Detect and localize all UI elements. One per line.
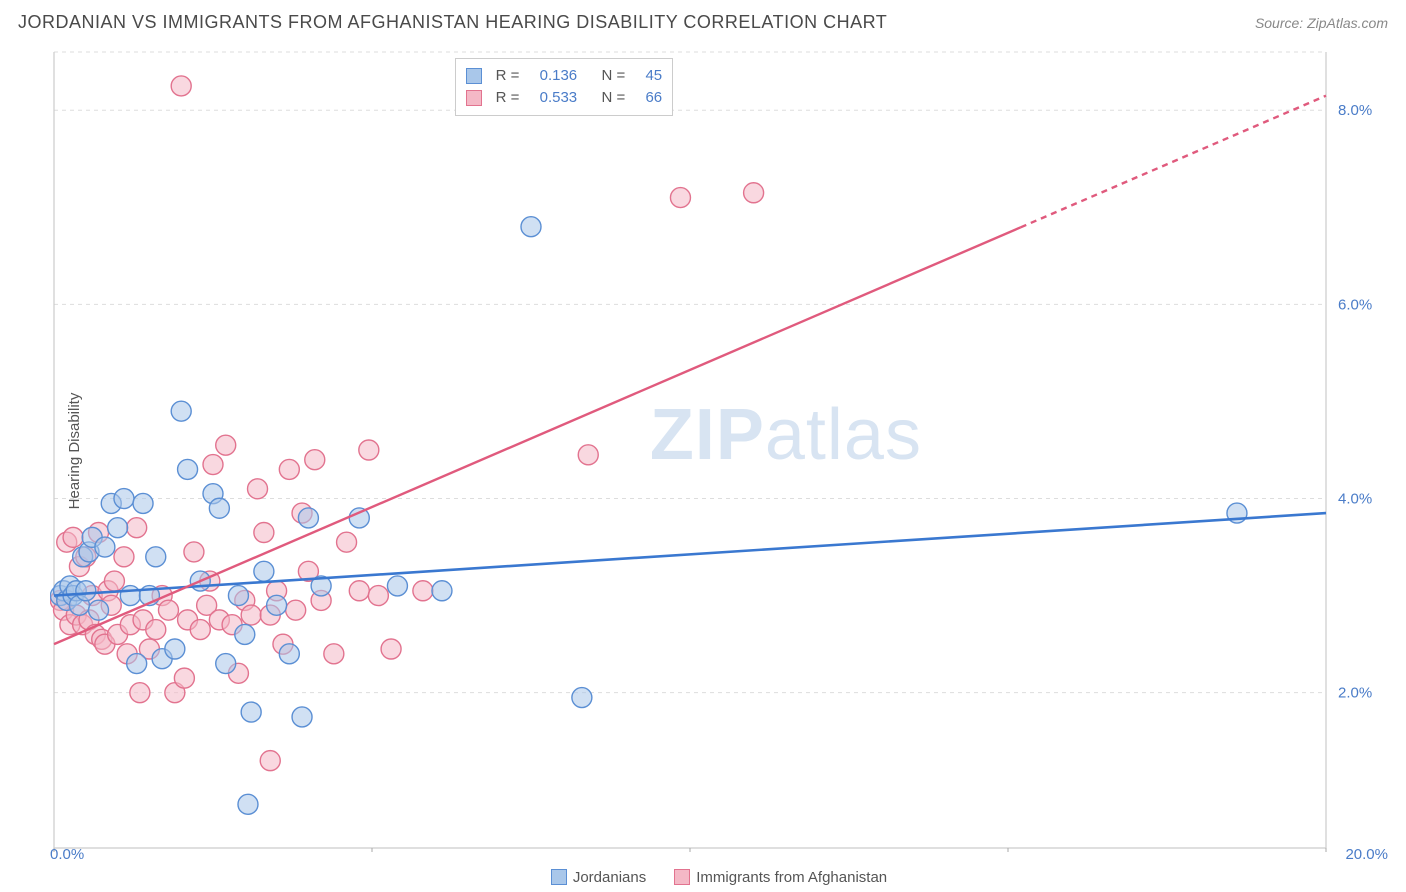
- svg-text:6.0%: 6.0%: [1338, 296, 1372, 313]
- source-label: Source: ZipAtlas.com: [1255, 15, 1388, 31]
- bottom-legend: Jordanians Immigrants from Afghanistan: [50, 869, 1388, 886]
- plot-area: Hearing Disability ZIPatlas 2.0%4.0%6.0%…: [50, 50, 1388, 852]
- scatter-plot-svg: 2.0% 4.0% 6.0% 8.0%: [50, 50, 1388, 852]
- x-tick-label: 0.0%: [50, 846, 84, 863]
- legend-item: Immigrants from Afghanistan: [674, 869, 887, 886]
- legend-item: Jordanians: [551, 869, 646, 886]
- x-tick-label: 20.0%: [1345, 846, 1388, 863]
- x-axis-labels: 0.0% 20.0%: [50, 846, 1388, 864]
- svg-text:4.0%: 4.0%: [1338, 491, 1372, 508]
- svg-text:2.0%: 2.0%: [1338, 685, 1372, 702]
- svg-text:8.0%: 8.0%: [1338, 102, 1372, 119]
- stat-legend: R = 0.136 N = 45 R = 0.533 N = 66: [455, 58, 673, 116]
- chart-title: JORDANIAN VS IMMIGRANTS FROM AFGHANISTAN…: [18, 12, 887, 33]
- y-axis-label: Hearing Disability: [66, 393, 83, 510]
- stat-legend-row: R = 0.136 N = 45: [466, 65, 662, 87]
- stat-legend-row: R = 0.533 N = 66: [466, 87, 662, 109]
